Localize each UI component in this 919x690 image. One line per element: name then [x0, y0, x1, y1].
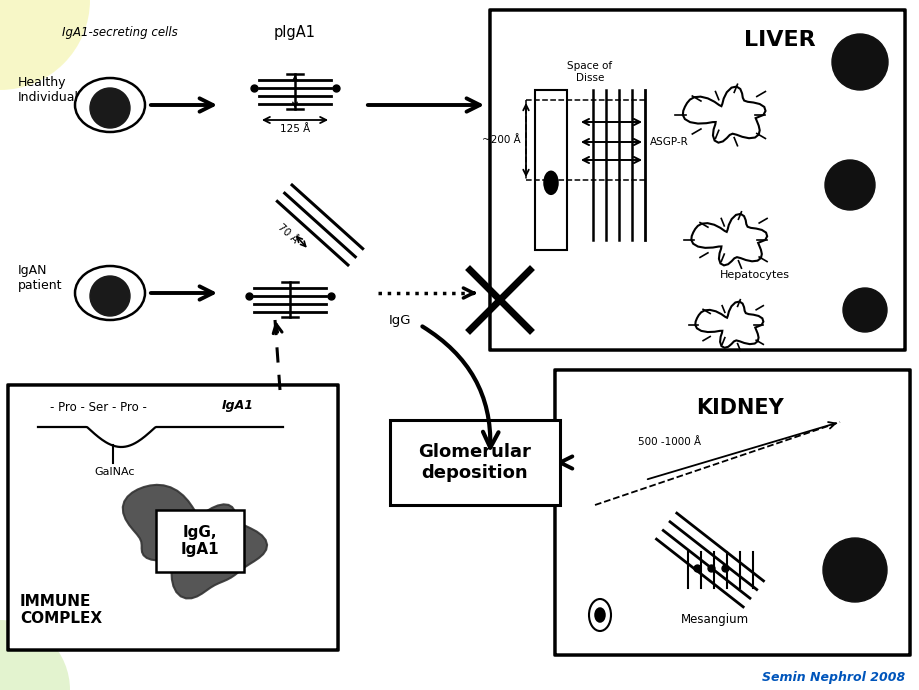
Text: - Pro - Ser - Pro -: - Pro - Ser - Pro - [50, 400, 146, 413]
Circle shape [90, 88, 130, 128]
Circle shape [831, 34, 887, 90]
Text: KIDNEY: KIDNEY [696, 398, 783, 418]
Ellipse shape [75, 266, 145, 320]
Ellipse shape [75, 78, 145, 132]
Text: IgA1: IgA1 [221, 399, 254, 411]
Text: 70 Å: 70 Å [275, 222, 299, 245]
Text: Healthy
Individual: Healthy Individual [18, 76, 79, 104]
Text: Semin Nephrol 2008: Semin Nephrol 2008 [761, 671, 904, 684]
Bar [390, 420, 560, 505]
Text: IgA1-secreting cells: IgA1-secreting cells [62, 26, 177, 39]
Text: 125 Å: 125 Å [279, 124, 310, 134]
Text: IgG: IgG [389, 313, 411, 326]
FancyBboxPatch shape [554, 370, 909, 655]
Circle shape [842, 288, 886, 332]
Ellipse shape [588, 599, 610, 631]
Text: Glomerular
deposition: Glomerular deposition [418, 443, 531, 482]
Text: Mesangium: Mesangium [680, 613, 748, 627]
Wedge shape [0, 620, 70, 690]
Circle shape [90, 276, 130, 316]
Text: IgAN
patient: IgAN patient [18, 264, 62, 292]
Text: 500 -1000 Å: 500 -1000 Å [638, 437, 701, 447]
Wedge shape [0, 0, 90, 90]
Bar [156, 510, 244, 572]
Text: IMMUNE
COMPLEX: IMMUNE COMPLEX [20, 594, 102, 627]
Ellipse shape [595, 609, 604, 622]
Polygon shape [122, 485, 267, 598]
Polygon shape [682, 86, 765, 143]
Text: ~200 Å: ~200 Å [482, 135, 520, 145]
Text: pIgA1: pIgA1 [274, 25, 315, 39]
FancyArrowPatch shape [422, 326, 498, 448]
Text: Hepatocytes: Hepatocytes [720, 270, 789, 280]
Circle shape [824, 160, 874, 210]
Text: ASGP-R: ASGP-R [650, 137, 688, 147]
Text: IgG,
IgA1: IgG, IgA1 [180, 525, 219, 558]
Text: LIVER: LIVER [743, 30, 815, 50]
Text: Space of
Disse: Space of Disse [567, 61, 612, 83]
Ellipse shape [544, 172, 557, 194]
Circle shape [823, 538, 886, 602]
Bar [535, 90, 566, 250]
Polygon shape [695, 302, 763, 348]
FancyBboxPatch shape [490, 10, 904, 350]
Polygon shape [690, 214, 766, 266]
FancyBboxPatch shape [8, 385, 337, 650]
Text: GalNAc: GalNAc [95, 467, 135, 477]
